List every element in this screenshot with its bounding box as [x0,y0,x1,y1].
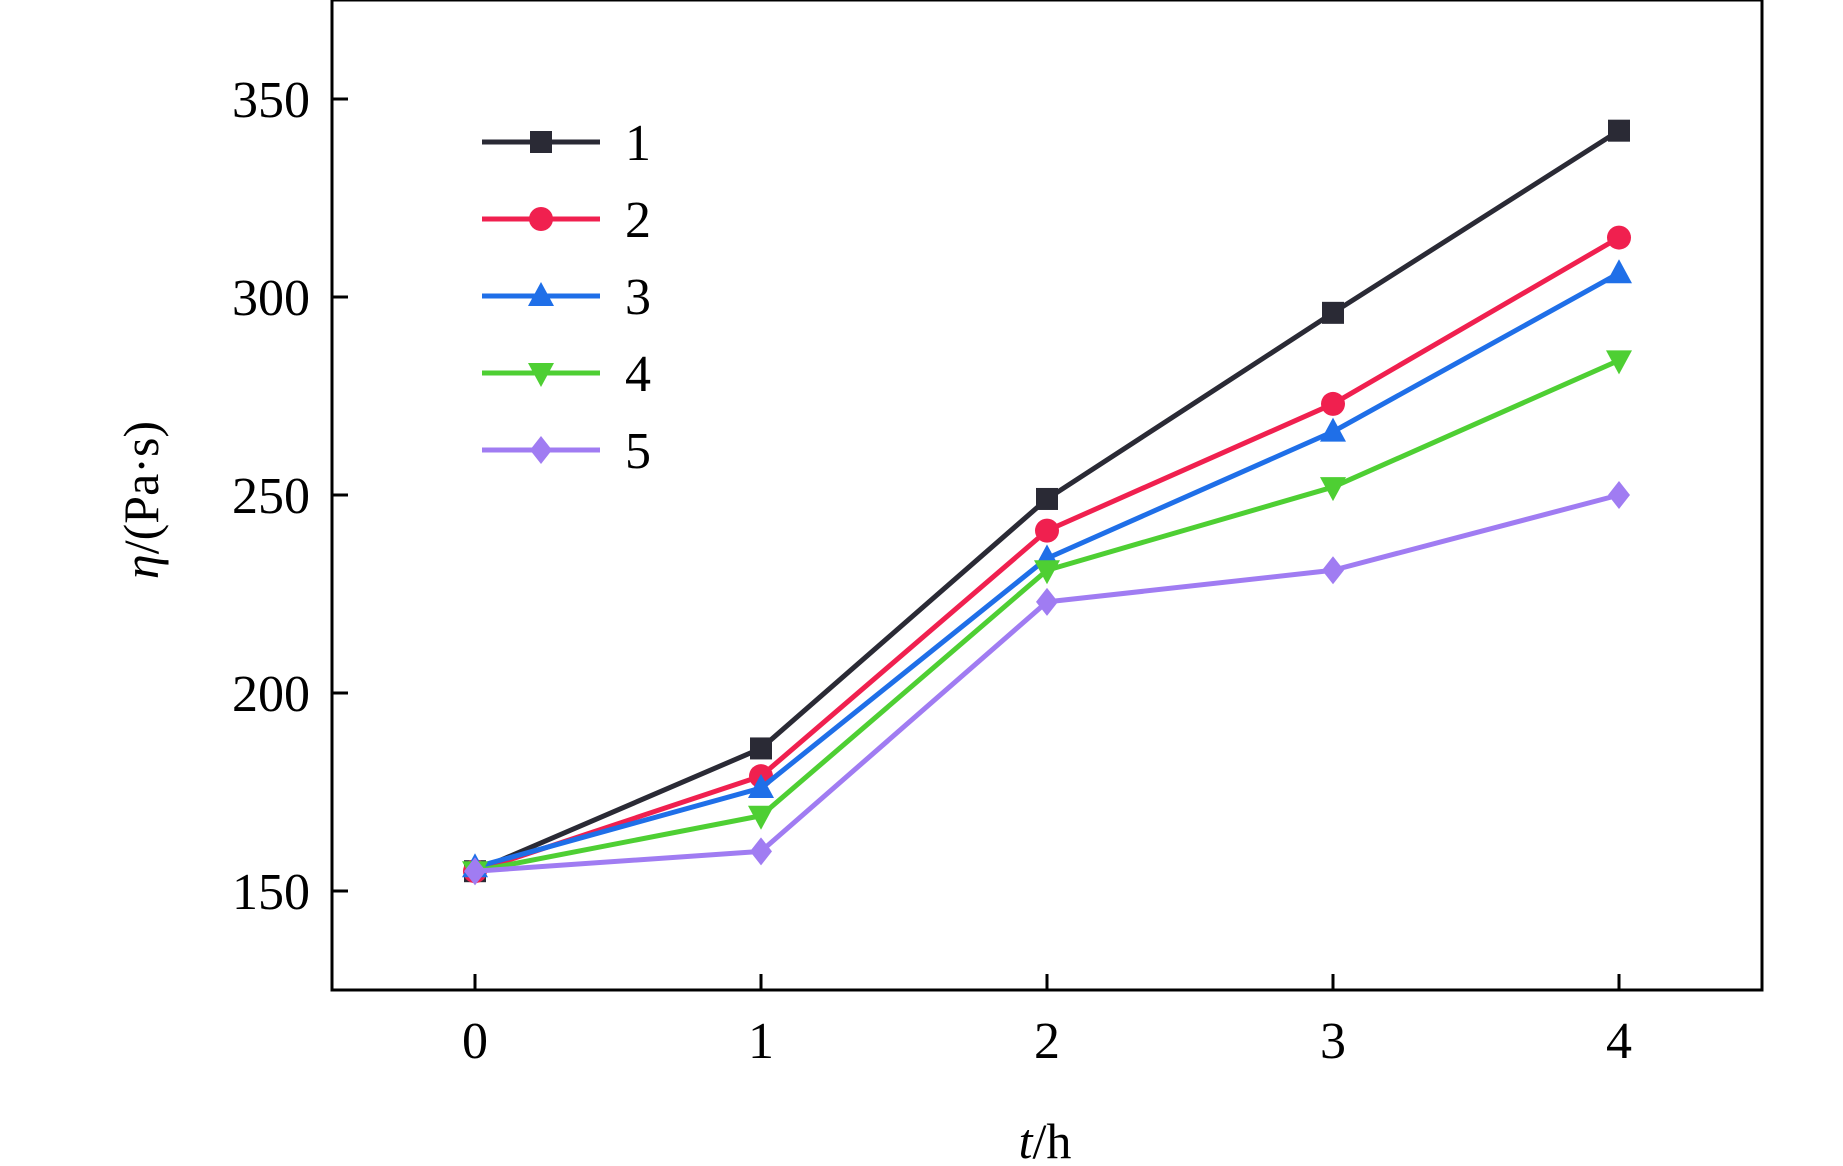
legend-item-4: 4 [482,346,651,403]
x-tick-label: 3 [1320,1013,1346,1070]
legend-item-5: 5 [482,423,651,480]
legend-marker [528,282,554,306]
data-point-1 [750,737,772,760]
data-point-3 [1606,259,1632,284]
data-point-3 [1320,417,1346,442]
y-tick-label: 350 [232,72,310,129]
data-point-5 [1036,587,1058,616]
legend-marker [530,131,552,153]
series-layer [462,119,1632,886]
data-point-1 [1322,301,1344,324]
data-point-4 [748,805,774,830]
data-point-2 [1035,518,1059,543]
data-point-4 [1320,477,1346,502]
data-point-1 [1608,119,1630,142]
data-point-5 [750,837,772,866]
x-tick-label: 1 [748,1013,774,1070]
x-tick-label: 4 [1606,1013,1632,1070]
legend-item-2: 2 [482,192,651,249]
legend-marker [529,207,553,231]
legend: 1 2 3 4 5 [482,115,651,480]
y-axis-label: η/(Pa·s) [113,421,169,579]
y-tick-label: 300 [232,270,310,327]
series-1 [464,119,1630,883]
x-axis: 0 1 2 3 4 [462,974,1632,1070]
x-axis-label: t/h [1019,1113,1072,1166]
legend-label: 2 [625,192,651,249]
y-axis: 150 200 250 300 350 [232,72,348,921]
y-tick-label: 250 [232,468,310,525]
data-point-2 [1607,225,1631,250]
data-point-2 [1321,391,1345,416]
x-tick-label: 0 [462,1013,488,1070]
legend-label: 5 [625,423,651,480]
data-point-4 [1034,560,1060,585]
x-tick-label: 2 [1034,1013,1060,1070]
legend-item-1: 1 [482,115,651,172]
data-point-3 [748,774,774,799]
legend-label: 1 [625,115,651,172]
data-point-4 [1606,350,1632,375]
data-point-1 [1036,487,1058,510]
data-point-5 [464,857,486,886]
legend-label: 3 [625,269,651,326]
data-point-5 [1608,481,1630,509]
legend-item-3: 3 [482,269,651,326]
legend-marker [528,363,554,387]
y-tick-label: 200 [232,666,310,723]
legend-marker [530,436,552,464]
series-5 [464,481,1630,886]
legend-label: 4 [625,346,651,403]
data-point-5 [1322,556,1344,585]
y-tick-label: 150 [232,864,310,921]
